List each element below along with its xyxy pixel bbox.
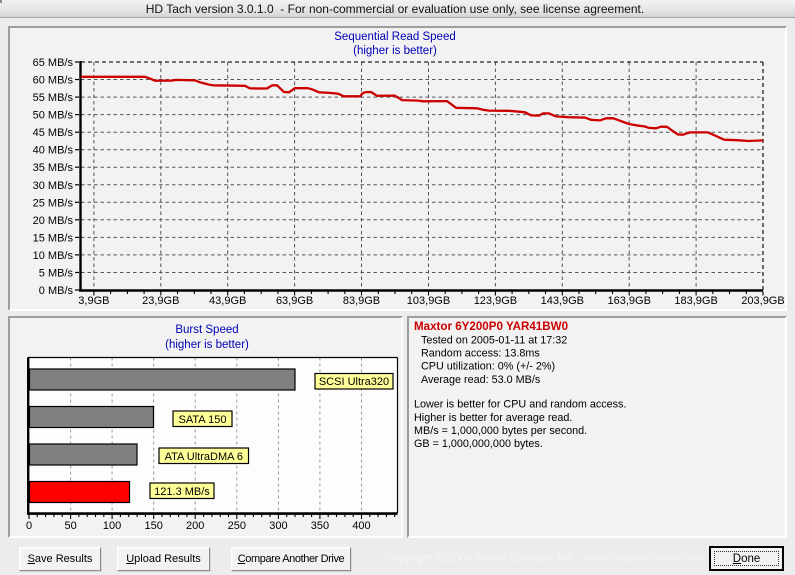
svg-text:Sequential Read Speed: Sequential Read Speed	[334, 31, 456, 43]
svg-text:50 MB/s: 50 MB/s	[33, 110, 74, 122]
svg-text:15 MB/s: 15 MB/s	[33, 232, 74, 244]
svg-text:143,9GB: 143,9GB	[541, 295, 584, 307]
svg-text:183,9GB: 183,9GB	[674, 295, 717, 307]
svg-text:50: 50	[64, 520, 76, 532]
svg-text:CPU utilization: 0% (+/- 2%): CPU utilization: 0% (+/- 2%)	[421, 361, 555, 373]
svg-text:123,9GB: 123,9GB	[474, 295, 517, 307]
svg-text:0 MB/s: 0 MB/s	[39, 285, 74, 297]
svg-text:Random access: 13.8ms: Random access: 13.8ms	[421, 348, 540, 360]
svg-text:65 MB/s: 65 MB/s	[33, 57, 74, 69]
svg-text:Burst Speed: Burst Speed	[175, 324, 238, 336]
svg-text:100: 100	[103, 520, 121, 532]
svg-text:SATA 150: SATA 150	[179, 414, 227, 426]
svg-text:10 MB/s: 10 MB/s	[33, 250, 74, 262]
svg-text:60 MB/s: 60 MB/s	[33, 75, 74, 87]
svg-text:400: 400	[352, 520, 370, 532]
svg-text:163,9GB: 163,9GB	[607, 295, 650, 307]
svg-text:43,9GB: 43,9GB	[209, 295, 246, 307]
svg-text:300: 300	[269, 520, 287, 532]
svg-text:103,9GB: 103,9GB	[407, 295, 450, 307]
svg-text:Maxtor 6Y200P0 YAR41BW0: Maxtor 6Y200P0 YAR41BW0	[414, 320, 568, 333]
svg-text:35 MB/s: 35 MB/s	[33, 162, 74, 174]
svg-text:Average read: 53.0 MB/s: Average read: 53.0 MB/s	[421, 374, 541, 386]
svg-text:Tested on 2005-01-11 at 17:32: Tested on 2005-01-11 at 17:32	[421, 334, 567, 346]
svg-text:(higher is better): (higher is better)	[353, 45, 437, 57]
svg-text:150: 150	[145, 520, 163, 532]
svg-text:GB = 1,000,000,000 bytes.: GB = 1,000,000,000 bytes.	[414, 438, 543, 450]
svg-text:121.3 MB/s: 121.3 MB/s	[154, 486, 210, 498]
svg-text:40 MB/s: 40 MB/s	[33, 145, 74, 157]
svg-text:63,9GB: 63,9GB	[276, 295, 313, 307]
svg-text:83,9GB: 83,9GB	[343, 295, 380, 307]
svg-text:55 MB/s: 55 MB/s	[33, 92, 74, 104]
svg-text:200: 200	[186, 520, 204, 532]
svg-text:30 MB/s: 30 MB/s	[33, 180, 74, 192]
svg-text:(higher is better): (higher is better)	[165, 339, 249, 351]
svg-text:23,9GB: 23,9GB	[142, 295, 179, 307]
svg-text:250: 250	[228, 520, 246, 532]
svg-text:ATA UltraDMA 6: ATA UltraDMA 6	[165, 451, 243, 463]
svg-text:Higher is better for average r: Higher is better for average read.	[414, 412, 572, 424]
svg-text:203,9GB: 203,9GB	[741, 295, 784, 307]
svg-text:45 MB/s: 45 MB/s	[33, 127, 74, 139]
svg-text:20 MB/s: 20 MB/s	[33, 215, 74, 227]
svg-text:5 MB/s: 5 MB/s	[39, 268, 74, 280]
svg-text:0: 0	[26, 520, 32, 532]
svg-text:350: 350	[311, 520, 329, 532]
svg-text:MB/s = 1,000,000 bytes per sec: MB/s = 1,000,000 bytes per second.	[414, 425, 587, 437]
svg-text:SCSI Ultra320: SCSI Ultra320	[319, 376, 389, 388]
svg-text:3,9GB: 3,9GB	[78, 295, 109, 307]
svg-text:Lower is better for CPU and ra: Lower is better for CPU and random acces…	[414, 399, 626, 411]
svg-text:25 MB/s: 25 MB/s	[33, 197, 74, 209]
